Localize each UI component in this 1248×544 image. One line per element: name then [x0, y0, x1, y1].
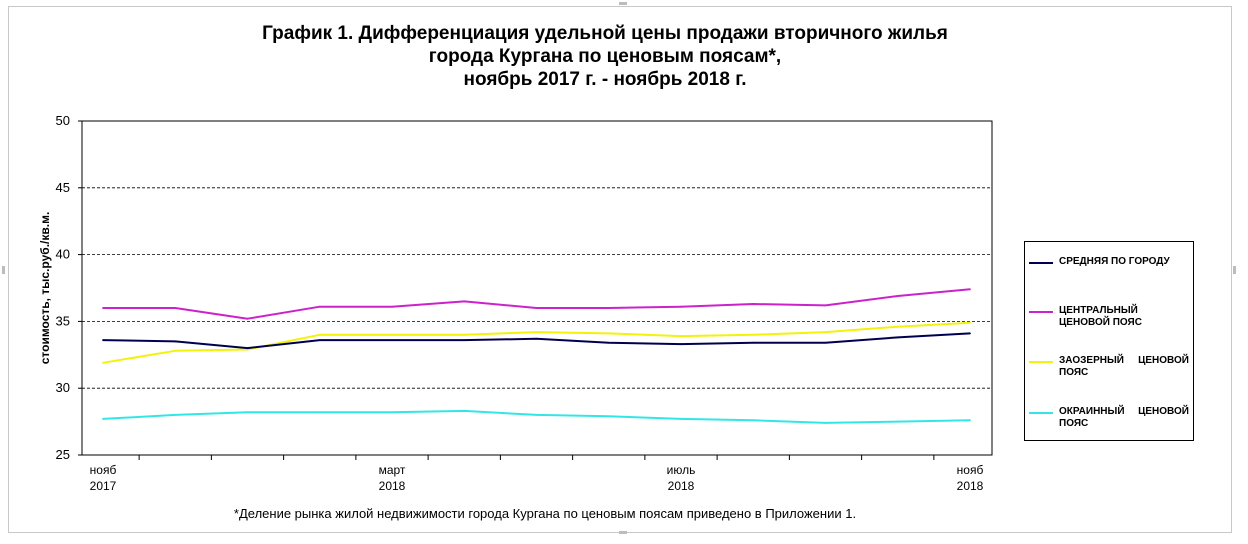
series-0-point-1	[174, 340, 177, 343]
chart-title-line-2: города Кургана по ценовым поясам*,	[428, 46, 782, 67]
x-tick-label-12-year: 2018	[957, 479, 984, 493]
series-2-point-7	[607, 332, 610, 335]
y-tick-label-25: 25	[56, 447, 70, 462]
series-1-point-11	[896, 295, 899, 297]
x-tick-label-8-month: июль	[667, 463, 696, 477]
y-tick-label-35: 35	[56, 313, 70, 328]
series-0-point-4	[391, 339, 393, 342]
series-3-point-9	[752, 419, 755, 422]
series-1-point-1	[174, 307, 177, 309]
chart-legend[interactable]: СРЕДНЯЯ ПО ГОРОДУ ЦЕНТРАЛЬНЫЙ ЦЕНОВОЙ ПО…	[1024, 241, 1194, 441]
series-2-point-4	[391, 333, 393, 336]
y-tick-label-50: 50	[56, 113, 70, 128]
resize-handle-bottom[interactable]	[619, 531, 627, 534]
legend-label-central: ЦЕНТРАЛЬНЫЙ ЦЕНОВОЙ ПОЯС	[1059, 305, 1142, 328]
plot-area	[81, 120, 993, 456]
series-1-point-9	[752, 303, 755, 305]
series-2-point-0	[102, 361, 104, 364]
legend-label-zaozerny: ЗАОЗЕРНЫЙ ЦЕНОВОЙ ПОЯС	[1059, 355, 1189, 378]
series-2-point-5	[463, 333, 466, 336]
series-0-point-7	[607, 341, 610, 344]
series-1-point-2	[246, 317, 249, 320]
series-3-point-4	[391, 411, 393, 414]
chart-title: График 1. Дифференциация удельной цены п…	[150, 22, 1060, 91]
series-0-point-12	[969, 332, 971, 335]
series-3-point-1	[174, 414, 177, 416]
series-2-point-12	[969, 321, 971, 324]
series-0-point-2	[246, 347, 249, 350]
series-0-point-11	[896, 336, 899, 339]
series-2-point-9	[752, 333, 755, 336]
x-tick-label-4-year: 2018	[379, 479, 406, 493]
series-3-point-2	[246, 411, 249, 414]
resize-handle-left[interactable]	[2, 266, 5, 274]
series-0-point-0	[102, 339, 104, 342]
x-tick-label-8-year: 2018	[668, 479, 695, 493]
series-1-point-10	[824, 304, 827, 307]
series-2-point-11	[896, 325, 899, 328]
series-0-point-8	[680, 343, 682, 346]
chart-title-line-3: ноябрь 2017 г. - ноябрь 2018 г.	[463, 69, 747, 90]
series-3-point-10	[824, 422, 827, 424]
series-3-point-3	[318, 411, 321, 414]
series-0-point-5	[463, 339, 466, 342]
legend-swatch-outskirts	[1029, 412, 1053, 414]
series-3-point-6	[535, 414, 538, 416]
series-3-point-7	[607, 415, 610, 418]
series-0-point-6	[535, 337, 538, 340]
series-2-point-1	[174, 349, 177, 352]
series-1-point-3	[318, 305, 321, 308]
series-3-point-5	[463, 410, 466, 412]
y-tick-label-45: 45	[56, 180, 70, 195]
legend-swatch-central	[1029, 311, 1053, 313]
series-0-point-3	[318, 339, 321, 342]
legend-swatch-zaozerny	[1029, 361, 1053, 363]
series-3-point-0	[102, 418, 104, 420]
series-3-point-12	[969, 419, 971, 422]
series-2-point-8	[680, 335, 682, 337]
legend-label-outskirts: ОКРАИННЫЙ ЦЕНОВОЙ ПОЯС	[1059, 406, 1189, 429]
legend-label-average: СРЕДНЯЯ ПО ГОРОДУ	[1059, 256, 1170, 267]
y-tick-label-30: 30	[56, 380, 70, 395]
chart-footnote: *Деление рынка жилой недвижимости города…	[233, 506, 857, 521]
y-axis-label: стоимость, тыс.руб./кв.м.	[38, 212, 52, 365]
series-1-point-6	[535, 307, 538, 309]
legend-swatch-average	[1029, 262, 1053, 264]
series-0-point-10	[824, 341, 827, 344]
series-1-point-8	[680, 305, 682, 308]
resize-handle-right[interactable]	[1233, 266, 1236, 274]
chart-title-line-1: График 1. Дифференциация удельной цены п…	[262, 23, 948, 44]
series-0-point-9	[752, 341, 755, 344]
x-tick-label-12-month: нояб	[957, 463, 984, 477]
x-tick-label-4-month: март	[379, 463, 406, 477]
x-tick-label-0-month: нояб	[90, 463, 117, 477]
series-1-point-5	[463, 300, 466, 303]
series-1-point-12	[969, 288, 971, 291]
x-tick-label-0-year: 2017	[90, 479, 117, 493]
series-3-point-8	[680, 418, 682, 420]
y-tick-label-40: 40	[56, 247, 70, 262]
series-1-point-0	[102, 307, 104, 309]
series-1-point-4	[391, 305, 393, 308]
series-2-point-10	[824, 331, 827, 333]
series-2-point-3	[318, 333, 321, 336]
series-1-point-7	[607, 307, 610, 309]
series-3-point-11	[896, 420, 899, 423]
series-2-point-6	[535, 331, 538, 333]
resize-handle-top[interactable]	[619, 2, 627, 5]
